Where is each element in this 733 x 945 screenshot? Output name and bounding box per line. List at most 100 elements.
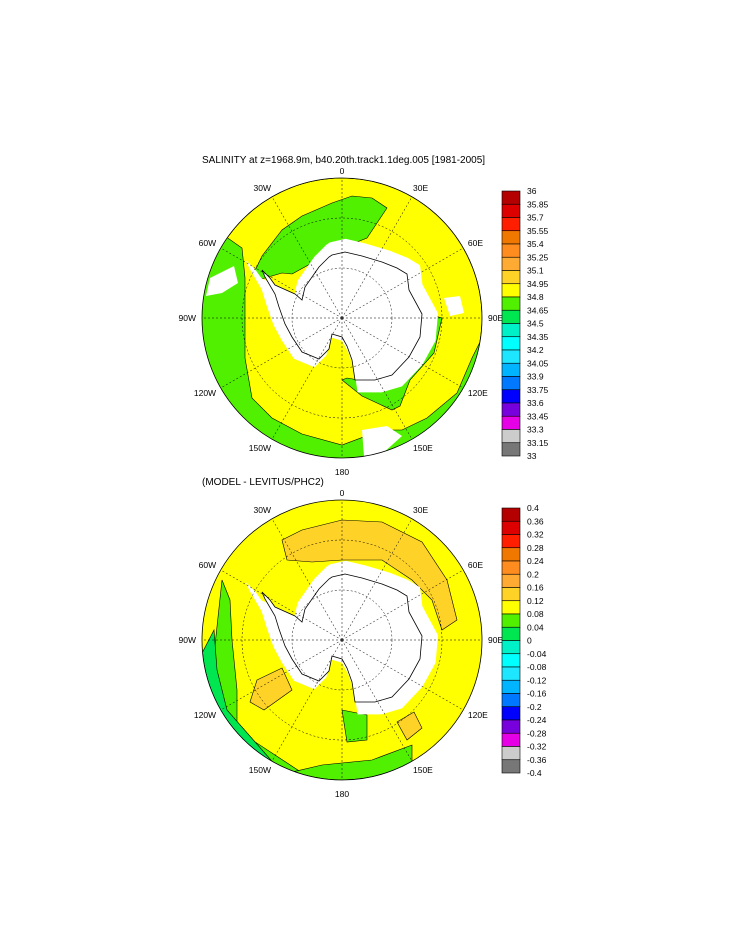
colorbar-swatch: [501, 415, 521, 430]
longitude-gridline: [341, 639, 464, 711]
colorbar-swatch: [501, 190, 521, 205]
colorbar-swatch: [501, 693, 521, 708]
colorbar-swatch: [501, 732, 521, 747]
colorbar-swatch: [501, 309, 521, 324]
colorbar: 36 35.85 35.7 35.55 35.4 35.25 35.1 34.95 34.8 34…: [501, 186, 549, 461]
longitude-gridline: [220, 639, 343, 711]
salinity-map-title: SALINITY at z=1968.9m, b40.20th.track1.1…: [202, 155, 485, 166]
colorbar-tick-label: 33.75: [527, 385, 549, 395]
colorbar-tick-label: 34.65: [527, 305, 549, 315]
colorbar-swatch: [501, 507, 521, 522]
longitude-label: 60W: [199, 560, 216, 570]
no-data-patch: [444, 296, 464, 316]
colorbar-swatch: [501, 230, 521, 245]
longitude-label: 120E: [468, 388, 488, 398]
longitude-gridline: [271, 518, 343, 641]
colorbar-tick-label: 35.7: [527, 213, 544, 223]
longitude-gridline: [341, 569, 464, 641]
longitude-label: 90E: [488, 635, 503, 645]
longitude-label: 30W: [254, 183, 271, 193]
colorbar-swatch: [501, 746, 521, 761]
colorbar-tick-label: -0.36: [527, 755, 547, 765]
colorbar-swatch: [501, 547, 521, 562]
colorbar-swatch: [501, 587, 521, 602]
longitude-label: 150E: [413, 765, 433, 775]
longitude-label: 150W: [249, 765, 271, 775]
colorbar-swatch: [501, 362, 521, 377]
colorbar-tick-label: -0.28: [527, 728, 547, 738]
longitude-label: 90W: [179, 313, 196, 323]
colorbar-tick-label: -0.16: [527, 689, 547, 699]
colorbar-tick-label: -0.12: [527, 675, 547, 685]
longitude-gridline: [220, 247, 343, 319]
colorbar-swatch: [501, 349, 521, 364]
colorbar-swatch: [501, 203, 521, 218]
longitude-label: 30E: [413, 183, 428, 193]
colorbar-tick-label: 33.45: [527, 411, 549, 421]
longitude-gridline: [341, 518, 413, 641]
colorbar-tick-label: 0.28: [527, 543, 544, 553]
colorbar-swatch: [501, 534, 521, 549]
longitude-label: 60E: [468, 238, 483, 248]
longitude-label: 0: [340, 166, 345, 176]
colorbar-tick-label: 0.24: [527, 556, 544, 566]
colorbar-swatch: [501, 270, 521, 285]
colorbar-tick-label: 35.4: [527, 239, 544, 249]
colorbar-swatch: [501, 719, 521, 734]
longitude-label: 0: [340, 488, 345, 498]
colorbar-swatch: [501, 640, 521, 655]
colorbar-tick-label: -0.4: [527, 768, 542, 778]
longitude-gridline: [220, 569, 343, 641]
colorbar-swatch: [501, 376, 521, 391]
longitude-gridline: [220, 317, 343, 389]
colorbar-tick-label: -0.2: [527, 702, 542, 712]
positive-anomaly-patch: [396, 711, 423, 741]
colorbar-swatch: [501, 653, 521, 668]
positive-anomaly-patch: [249, 667, 293, 711]
colorbar: 0.4 0.36 0.32 0.28 0.24 0.2 0.16 0.12 0.08 0.04 0 -…: [501, 503, 547, 778]
longitude-gridline: [271, 639, 343, 762]
colorbar-swatch: [501, 573, 521, 588]
longitude-gridline: [341, 639, 413, 762]
map-border: [201, 177, 483, 459]
colorbar-tick-label: 0.2: [527, 569, 539, 579]
colorbar-swatch: [501, 442, 521, 457]
colorbar-swatch: [501, 336, 521, 351]
colorbar-tick-label: 0.4: [527, 503, 539, 513]
longitude-gridline: [341, 317, 413, 440]
colorbar-tick-label: -0.32: [527, 742, 547, 752]
colorbar-swatch: [501, 296, 521, 311]
longitude-label: 180: [335, 789, 349, 799]
longitude-gridline: [341, 317, 464, 389]
colorbar-tick-label: 0.08: [527, 609, 544, 619]
colorbar-swatch: [501, 402, 521, 417]
positive-anomaly-band: [281, 519, 458, 631]
colorbar-tick-label: 35.55: [527, 226, 549, 236]
colorbar-tick-label: 0.04: [527, 622, 544, 632]
longitude-label: 60W: [199, 238, 216, 248]
colorbar-tick-label: 33: [527, 451, 537, 461]
colorbar-tick-label: 34.2: [527, 345, 544, 355]
colorbar-tick-label: -0.24: [527, 715, 547, 725]
colorbar-tick-label: 0.16: [527, 583, 544, 593]
longitude-label: 180: [335, 467, 349, 477]
colorbar-tick-label: 35.25: [527, 252, 549, 262]
colorbar-swatch: [501, 560, 521, 575]
colorbar-tick-label: 33.9: [527, 372, 544, 382]
longitude-label: 90E: [488, 313, 503, 323]
colorbar-tick-label: 35.85: [527, 199, 549, 209]
longitude-label: 90W: [179, 635, 196, 645]
colorbar-tick-label: 34.05: [527, 358, 549, 368]
longitude-label: 120W: [194, 388, 216, 398]
colorbar-tick-label: 33.3: [527, 425, 544, 435]
longitude-label: 120E: [468, 710, 488, 720]
colorbar-tick-label: 36: [527, 186, 537, 196]
colorbar-swatch: [501, 759, 521, 774]
colorbar-tick-label: 33.6: [527, 398, 544, 408]
colorbar-swatch: [501, 323, 521, 338]
longitude-gridline: [341, 247, 464, 319]
colorbar-swatch: [501, 520, 521, 535]
longitude-label: 30E: [413, 505, 428, 515]
colorbar-tick-label: -0.08: [527, 662, 547, 672]
